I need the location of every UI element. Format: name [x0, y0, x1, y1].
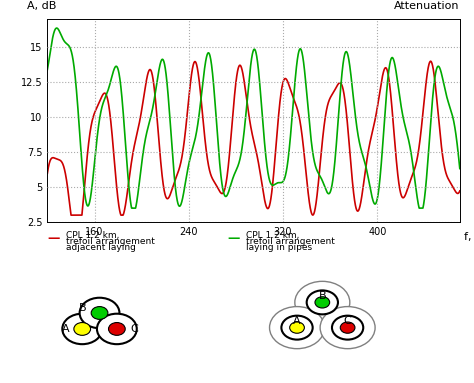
Circle shape: [97, 314, 137, 344]
Text: trefoil arrangement: trefoil arrangement: [246, 237, 336, 246]
Circle shape: [282, 316, 313, 340]
Text: C: C: [130, 324, 137, 334]
Circle shape: [315, 297, 330, 308]
Text: —: —: [47, 232, 60, 245]
Text: B: B: [319, 291, 326, 301]
Circle shape: [74, 322, 91, 336]
Text: trefoil arrangement: trefoil arrangement: [66, 237, 155, 246]
Text: A, dB: A, dB: [27, 1, 56, 11]
Circle shape: [62, 314, 102, 344]
Circle shape: [295, 282, 350, 323]
Circle shape: [340, 322, 355, 333]
Text: A: A: [62, 324, 69, 334]
Circle shape: [320, 306, 375, 349]
Text: laying in pipes: laying in pipes: [246, 243, 313, 252]
Text: f, kHz: f, kHz: [464, 232, 474, 242]
Text: CPL 1.2 km,: CPL 1.2 km,: [66, 231, 120, 239]
Circle shape: [332, 316, 363, 340]
Circle shape: [307, 290, 338, 314]
Text: Attenuation: Attenuation: [394, 1, 460, 11]
Text: B: B: [79, 303, 86, 313]
Circle shape: [91, 306, 108, 319]
Text: CPL 1.2 km,: CPL 1.2 km,: [246, 231, 300, 239]
Circle shape: [270, 306, 325, 349]
Circle shape: [80, 298, 119, 328]
Text: A: A: [293, 316, 301, 326]
Text: C: C: [344, 316, 352, 326]
Text: —: —: [228, 232, 240, 245]
Text: adjacent laying: adjacent laying: [66, 243, 136, 252]
Circle shape: [290, 322, 304, 333]
Circle shape: [109, 322, 125, 336]
